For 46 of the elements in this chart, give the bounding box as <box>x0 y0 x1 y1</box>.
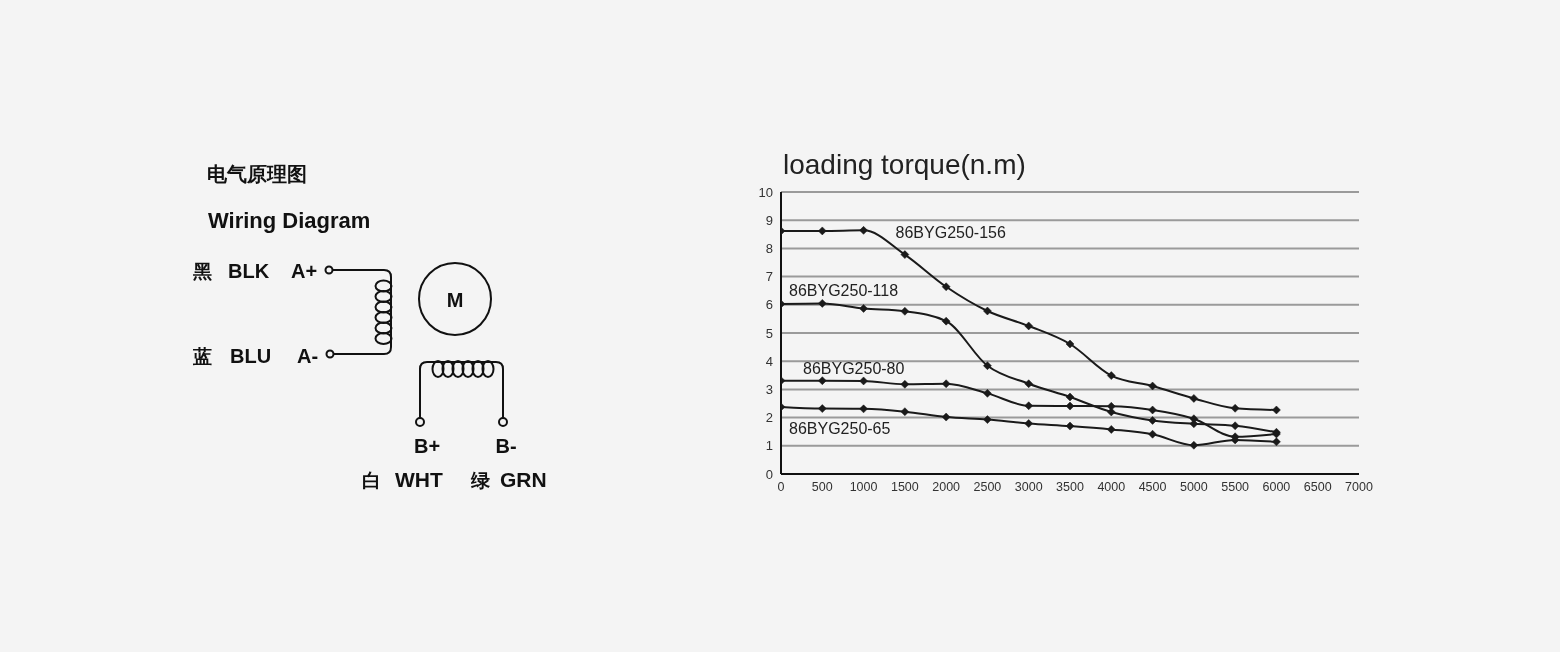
y-tick-label: 7 <box>765 269 773 285</box>
text: 电气原理图 <box>207 163 307 185</box>
text: GRN <box>500 468 547 491</box>
x-tick-label: 0 <box>777 479 785 494</box>
text: Wiring Diagram <box>208 208 371 233</box>
y-tick-label: 1 <box>765 438 773 454</box>
x-tick-label: 2000 <box>932 479 961 494</box>
x-tick-label: 7000 <box>1345 479 1373 494</box>
series-label: 86BYG250-156 <box>895 224 1006 242</box>
x-tick-label: 5500 <box>1221 479 1250 494</box>
x-tick-label: 1500 <box>890 479 919 494</box>
text: A+ <box>291 260 318 282</box>
y-tick-label: 0 <box>765 466 773 482</box>
x-tick-label: 5000 <box>1179 479 1208 494</box>
x-tick-label: 6000 <box>1262 479 1291 494</box>
text: B- <box>495 435 517 457</box>
text: 黑 <box>192 261 212 282</box>
text: BLU <box>230 345 272 367</box>
series-label: 86BYG250-80 <box>803 359 905 377</box>
y-tick-label: 6 <box>765 297 773 313</box>
x-tick-label: 3500 <box>1056 479 1084 494</box>
y-tick-label: 8 <box>765 241 773 257</box>
y-tick-label: 4 <box>765 353 773 369</box>
x-tick-label: 4000 <box>1097 479 1126 494</box>
y-tick-label: 3 <box>765 382 773 398</box>
text: 蓝 <box>192 346 212 367</box>
x-tick-label: 2500 <box>973 479 1002 494</box>
y-tick-label: 9 <box>765 212 773 228</box>
y-tick-label: 5 <box>765 325 773 341</box>
series-label: 86BYG250-65 <box>789 419 891 437</box>
text: 绿 <box>470 470 491 491</box>
text: WHT <box>395 468 443 491</box>
text: BLK <box>228 260 270 282</box>
text: A- <box>297 345 319 367</box>
series-label: 86BYG250-118 <box>789 281 899 299</box>
x-tick-label: 500 <box>811 479 833 494</box>
chart-title: loading torque(n.m) <box>783 149 1026 180</box>
text: M <box>446 289 464 311</box>
x-tick-label: 4500 <box>1138 479 1167 494</box>
x-tick-label: 6500 <box>1303 479 1332 494</box>
text: B+ <box>413 435 441 457</box>
y-tick-label: 2 <box>765 410 773 426</box>
x-tick-label: 3000 <box>1014 479 1043 494</box>
text: 白 <box>362 470 381 491</box>
x-tick-label: 1000 <box>849 479 878 494</box>
y-tick-label: 10 <box>758 184 773 200</box>
